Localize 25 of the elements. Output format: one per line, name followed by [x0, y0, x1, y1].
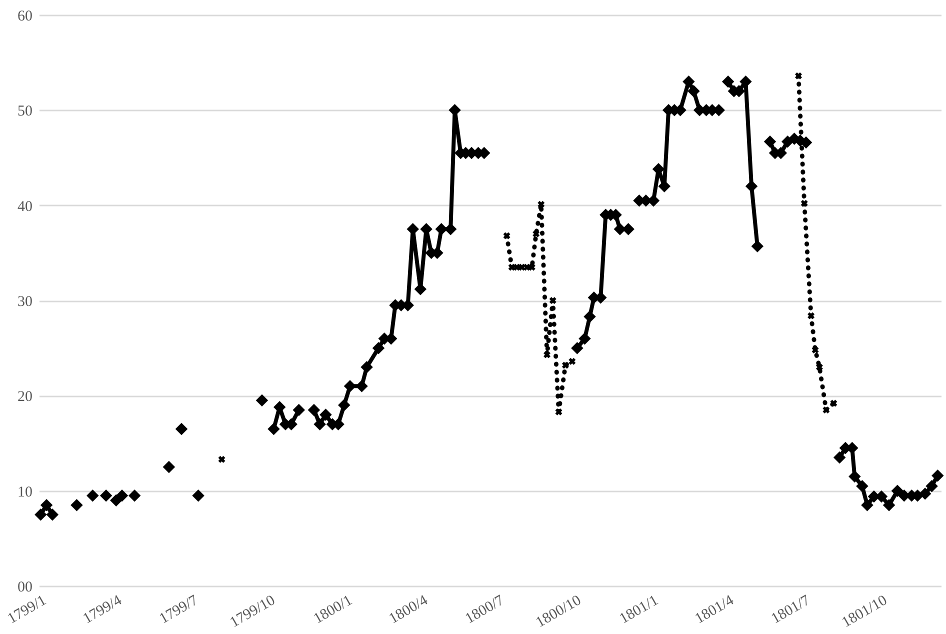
point — [794, 72, 802, 80]
y-tick-label: 60 — [18, 8, 32, 24]
y-tick-label: 30 — [18, 294, 32, 310]
point — [812, 346, 819, 354]
y-tick-label: 00 — [18, 580, 32, 596]
point — [816, 364, 823, 371]
point — [538, 200, 545, 208]
point — [808, 312, 815, 320]
y-tick-label: 50 — [18, 104, 32, 120]
point — [549, 297, 556, 304]
point — [532, 230, 540, 238]
point — [528, 264, 536, 271]
point — [800, 200, 808, 207]
point — [555, 408, 562, 416]
point — [830, 400, 838, 407]
point — [544, 351, 551, 358]
point — [562, 362, 569, 369]
y-tick-label: 10 — [18, 484, 32, 500]
point — [503, 232, 510, 240]
point — [218, 456, 226, 463]
point — [822, 406, 830, 414]
y-tick-label: 40 — [18, 198, 32, 215]
point — [568, 358, 576, 365]
point — [508, 264, 516, 271]
y-tick-label: 20 — [18, 389, 32, 406]
